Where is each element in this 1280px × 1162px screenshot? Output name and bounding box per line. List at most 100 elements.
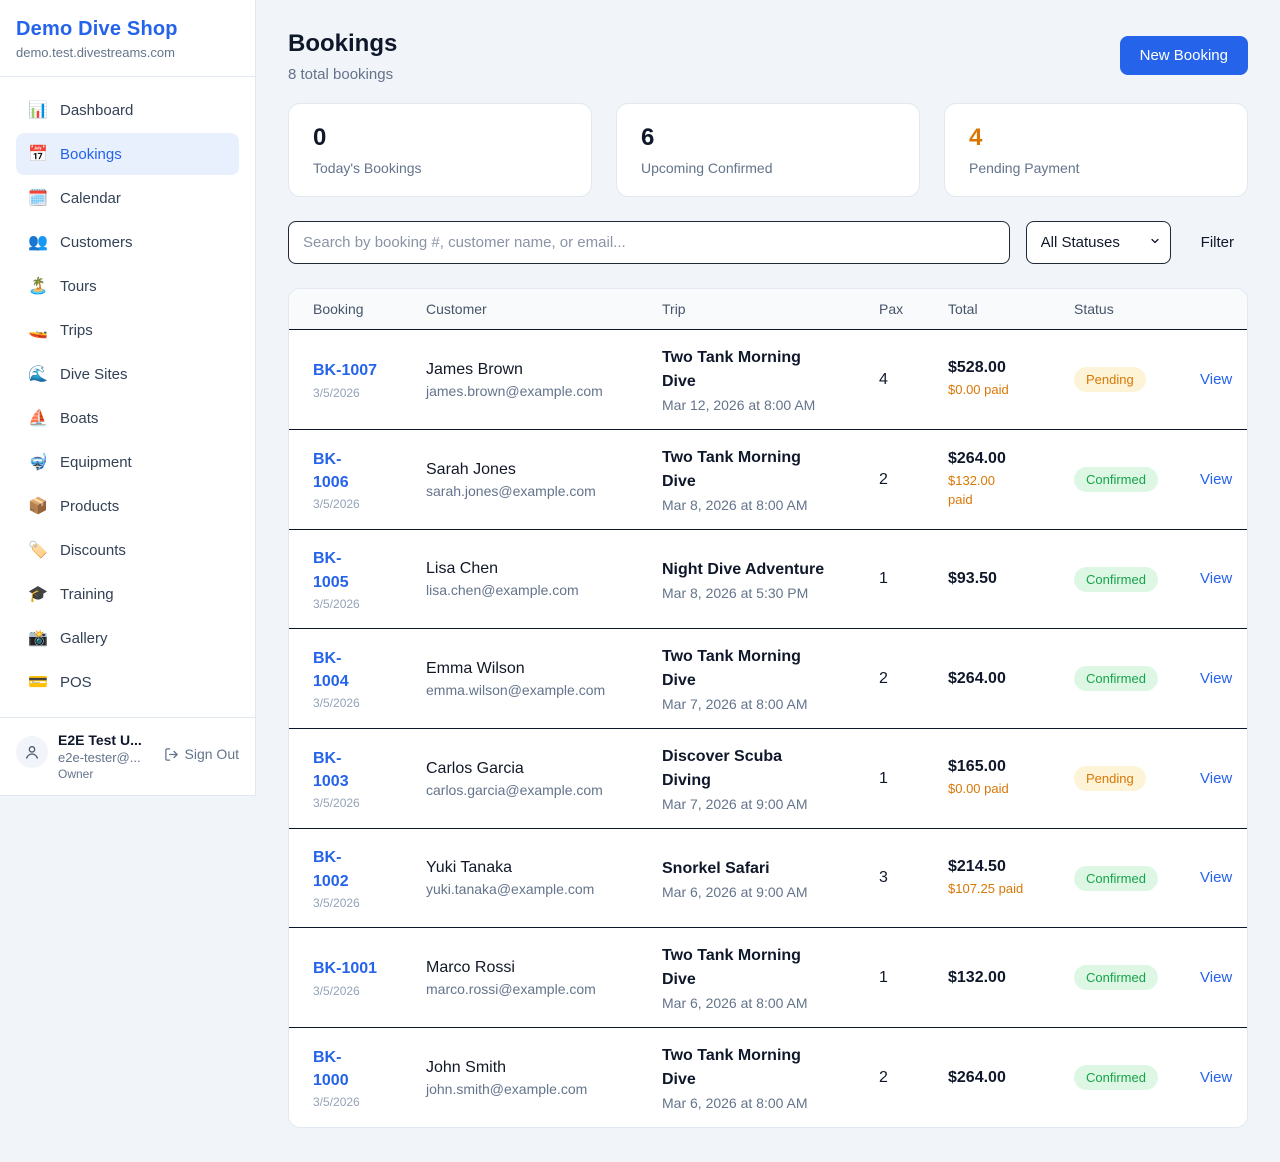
booking-number-link[interactable]: BK-1001 (313, 960, 378, 978)
sidebar-item-label: Trips (60, 321, 93, 339)
view-link[interactable]: View (1200, 869, 1233, 886)
column-header: Total (948, 301, 978, 317)
sidebar-item-gallery[interactable]: 📸 Gallery (16, 617, 239, 659)
sidebar-item-tours[interactable]: 🏝️ Tours (16, 265, 239, 307)
table-row: BK- 1005 3/5/2026 Lisa Chen lisa.chen@ex… (289, 530, 1247, 629)
stat-card: 6 Upcoming Confirmed (616, 103, 920, 197)
sidebar-item-label: Dashboard (60, 101, 134, 119)
pax-count: 2 (879, 1068, 888, 1086)
sidebar-item-label: Gallery (60, 629, 108, 647)
speedboat-icon: 🚤 (28, 322, 48, 339)
sign-out-button[interactable]: Sign Out (164, 746, 239, 762)
column-header: Trip (662, 301, 686, 317)
trip-name: Snorkel Safari (662, 859, 770, 877)
search-input[interactable] (288, 221, 1010, 264)
customer-name: John Smith (426, 1058, 507, 1076)
main-content: Bookings 8 total bookings New Booking 0 … (256, 0, 1280, 1160)
brand-link[interactable]: Demo Dive Shop demo.test.divestreams.com (0, 0, 255, 77)
pax-count: 2 (879, 669, 888, 687)
brand-domain: demo.test.divestreams.com (16, 45, 175, 60)
sidebar-item-boats[interactable]: ⛵ Boats (16, 397, 239, 439)
pax-count: 1 (879, 968, 888, 986)
bar-chart-icon: 📊 (28, 102, 48, 119)
sidebar-item-dashboard[interactable]: 📊 Dashboard (16, 89, 239, 131)
trip-name: Discover Scuba Diving (662, 748, 783, 789)
sidebar-item-dive-sites[interactable]: 🌊 Dive Sites (16, 353, 239, 395)
sidebar-item-training[interactable]: 🎓 Training (16, 573, 239, 615)
booking-number-link[interactable]: BK- 1006 (313, 450, 349, 491)
booking-number-link[interactable]: BK- 1004 (313, 649, 349, 690)
trip-name: Two Tank Morning Dive (662, 947, 801, 988)
total-amount: $132.00 (948, 968, 1006, 986)
customer-email: marco.rossi@example.com (426, 980, 596, 997)
booking-date: 3/5/2026 (313, 796, 360, 811)
pax-count: 1 (879, 769, 888, 787)
view-link[interactable]: View (1200, 968, 1233, 986)
column-header: Booking (313, 301, 364, 317)
sidebar-item-pos[interactable]: 💳 POS (16, 661, 239, 703)
status-badge: Confirmed (1074, 467, 1158, 492)
page-title: Bookings (288, 30, 398, 57)
customer-email: emma.wilson@example.com (426, 681, 606, 698)
view-link[interactable]: View (1200, 470, 1233, 488)
view-link[interactable]: View (1200, 1068, 1233, 1086)
sidebar-item-calendar[interactable]: 🗓️ Calendar (16, 177, 239, 219)
camera-icon: 📸 (28, 630, 48, 647)
booking-number-link[interactable]: BK- 1005 (313, 550, 349, 591)
diving-mask-icon: 🤿 (28, 454, 48, 471)
booking-number-link[interactable]: BK-1007 (313, 362, 378, 380)
customer-email: lisa.chen@example.com (426, 582, 579, 598)
booking-number-link[interactable]: BK- 1000 (313, 1048, 349, 1089)
sidebar-item-products[interactable]: 📦 Products (16, 485, 239, 527)
filter-button[interactable]: Filter (1187, 226, 1248, 259)
trip-datetime: Mar 7, 2026 at 9:00 AM (662, 796, 808, 812)
trip-datetime: Mar 6, 2026 at 9:00 AM (662, 883, 808, 900)
customer-name: Carlos Garcia (426, 759, 524, 777)
calendar-icon: 📅 (28, 146, 48, 163)
tag-icon: 🏷️ (28, 542, 48, 559)
sidebar-item-bookings[interactable]: 📅 Bookings (16, 133, 239, 175)
sidebar-item-trips[interactable]: 🚤 Trips (16, 309, 239, 351)
customer-name: Marco Rossi (426, 958, 515, 976)
customer-email: james.brown@example.com (426, 382, 603, 399)
total-amount: $264.00 (948, 449, 1006, 467)
credit-card-icon: 💳 (28, 674, 48, 691)
view-link[interactable]: View (1200, 669, 1233, 687)
booking-date: 3/5/2026 (313, 1095, 360, 1110)
sidebar-item-label: Products (60, 497, 120, 515)
status-badge: Pending (1074, 766, 1146, 791)
sidebar-item-customers[interactable]: 👥 Customers (16, 221, 239, 263)
trip-name: Two Tank Morning Dive (662, 449, 801, 490)
trip-datetime: Mar 12, 2026 at 8:00 AM (662, 397, 816, 413)
paid-amount: $132.00 paid (948, 472, 995, 507)
table-row: BK-1007 3/5/2026 James Brown james.brown… (289, 330, 1247, 430)
table-row: BK- 1003 3/5/2026 Carlos Garcia carlos.g… (289, 729, 1247, 829)
sidebar-item-equipment[interactable]: 🤿 Equipment (16, 441, 239, 483)
page-header: Bookings 8 total bookings New Booking (288, 30, 1248, 83)
customer-email: sarah.jones@example.com (426, 482, 596, 499)
user-meta: E2E Test U... e2e-tester@... Owner (58, 732, 154, 781)
sidebar-item-label: Tours (60, 277, 97, 295)
customer-name: Yuki Tanaka (426, 859, 512, 876)
user-name: E2E Test U... (58, 732, 142, 748)
stats-cards: 0 Today's Bookings 6 Upcoming Confirmed … (288, 103, 1248, 197)
page-subtitle: 8 total bookings (288, 66, 394, 83)
sidebar-item-discounts[interactable]: 🏷️ Discounts (16, 529, 239, 571)
booking-number-link[interactable]: BK- 1003 (313, 749, 349, 790)
view-link[interactable]: View (1200, 370, 1233, 388)
status-badge: Confirmed (1074, 566, 1158, 592)
customer-email: john.smith@example.com (426, 1080, 588, 1097)
sidebar-item-label: Equipment (60, 453, 132, 471)
brand-name: Demo Dive Shop (16, 18, 178, 40)
booking-number-link[interactable]: BK- 1002 (313, 849, 349, 890)
new-booking-button[interactable]: New Booking (1119, 36, 1248, 75)
pax-count: 2 (879, 470, 888, 488)
view-link[interactable]: View (1200, 570, 1233, 587)
status-badge: Confirmed (1074, 965, 1158, 990)
status-select[interactable]: All Statuses (1025, 221, 1171, 264)
graduation-cap-icon: 🎓 (28, 586, 48, 603)
status-badge: Confirmed (1074, 1065, 1158, 1090)
trip-datetime: Mar 6, 2026 at 8:00 AM (662, 1095, 808, 1111)
view-link[interactable]: View (1200, 769, 1233, 787)
stat-value: 6 (641, 124, 655, 151)
